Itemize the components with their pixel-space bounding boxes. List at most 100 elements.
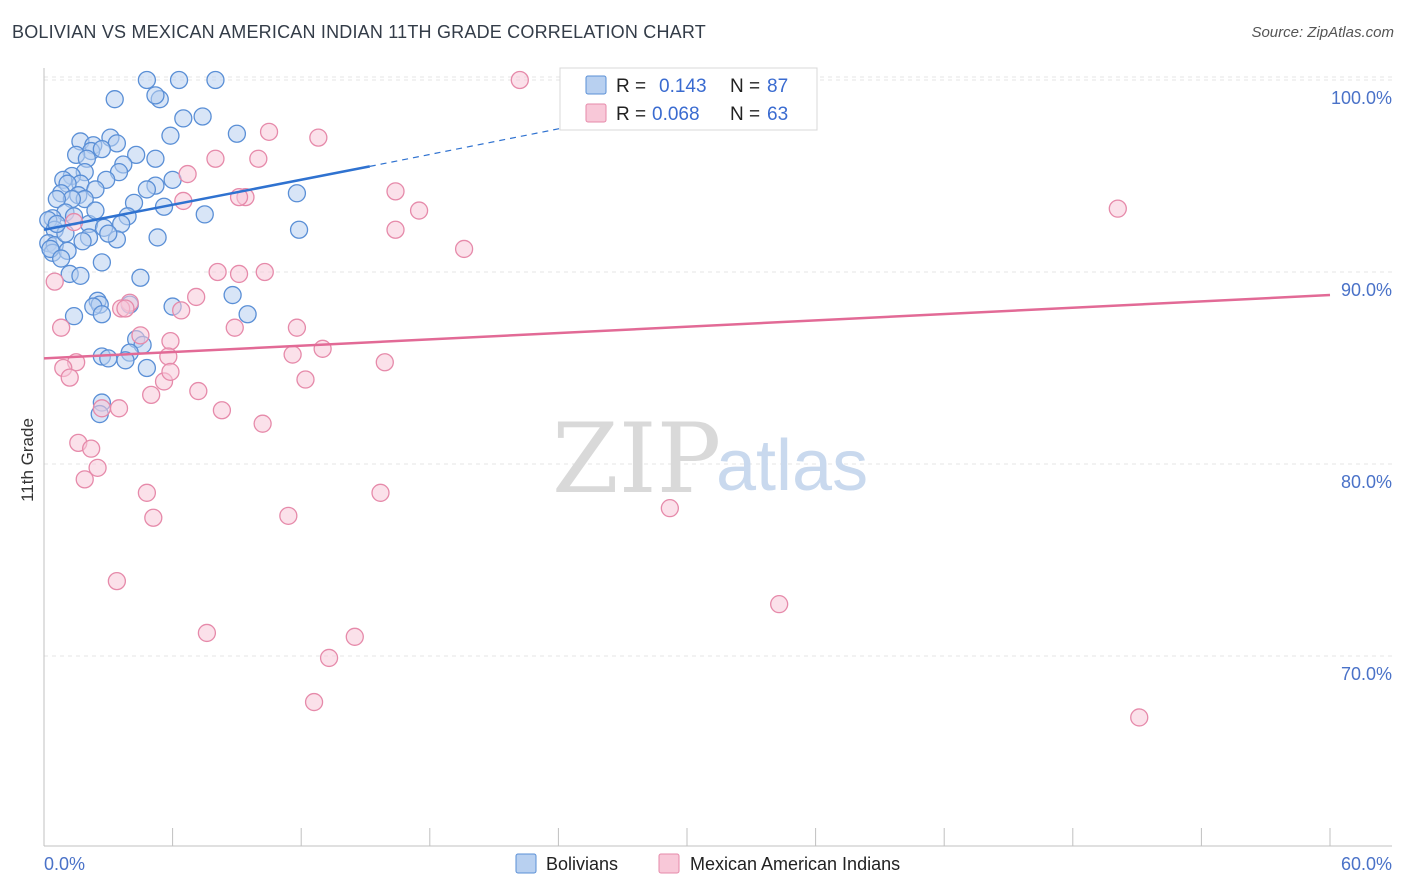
- bolivians-point: [73, 232, 92, 251]
- mexican-american-indians-point: [51, 318, 71, 337]
- bolivians-point: [99, 349, 118, 368]
- bolivians-point: [86, 201, 105, 220]
- bolivians-point: [105, 90, 124, 109]
- mexican-american-indians-point: [137, 483, 157, 502]
- mexican-american-indians-point: [161, 362, 180, 381]
- bolivians-point: [146, 86, 165, 105]
- y-tick-label: 80.0%: [1341, 472, 1392, 492]
- x-tick-labels: 0.0% 60.0%: [44, 854, 1392, 874]
- series-legend-label-bolivians: Bolivians: [546, 854, 618, 874]
- bolivians-point: [71, 266, 90, 285]
- mexican-american-indians-point: [279, 506, 298, 525]
- legend-n-label-bolivians: N =: [730, 76, 760, 97]
- mexican-american-indians-point: [259, 122, 279, 141]
- mexican-american-indians-point: [142, 385, 161, 405]
- mexican-american-indians-point: [510, 70, 529, 90]
- legend-r-value-mexican-american-indians: 0.068: [652, 104, 700, 125]
- bolivians-point: [227, 124, 247, 143]
- watermark-zip: ZIP: [552, 403, 721, 515]
- mexican-american-indians-point: [229, 264, 249, 284]
- mexican-american-indians-point: [770, 595, 789, 614]
- legend-n-label-mexican-american-indians: N =: [730, 104, 760, 125]
- mexican-american-indians-point: [208, 262, 227, 282]
- mexican-american-indians-point: [178, 164, 197, 184]
- bolivians-point: [116, 351, 135, 370]
- mexican-american-indians-points: [45, 70, 1149, 727]
- mexican-american-indians-point: [287, 318, 307, 337]
- mexican-american-indians-point: [189, 381, 208, 401]
- bolivians-point: [99, 224, 118, 243]
- mexican-american-indians-point: [386, 220, 405, 239]
- legend-swatch-mexican-american-indians: [585, 103, 607, 123]
- x-tick-label-min: 0.0%: [44, 854, 85, 874]
- mexican-american-indians-point: [116, 299, 135, 318]
- mexican-american-indians-point: [296, 370, 315, 389]
- bolivians-point: [206, 70, 225, 90]
- mexican-american-indians-point: [107, 571, 127, 591]
- legend-n-value-mexican-american-indians: 63: [767, 104, 788, 125]
- mexican-american-indians-point: [371, 483, 390, 502]
- chart-title: BOLIVIAN VS MEXICAN AMERICAN INDIAN 11TH…: [12, 22, 706, 42]
- bolivians-point: [47, 214, 67, 234]
- bolivians-point: [195, 205, 214, 224]
- mexican-american-indians-point: [409, 201, 429, 220]
- mexican-american-indians-point: [454, 239, 474, 259]
- mexican-american-indians-point: [1108, 199, 1127, 218]
- mexican-american-indians-point: [109, 399, 129, 418]
- mexican-american-indians-point: [249, 149, 268, 168]
- mexican-american-indians-point: [225, 318, 244, 337]
- bolivians-point: [146, 149, 165, 168]
- legend-r-label-mexican-american-indians: R =: [616, 104, 646, 125]
- bolivians-point: [51, 249, 71, 268]
- watermark-atlas: atlas: [716, 426, 868, 506]
- mexican-american-indians-point: [187, 287, 206, 307]
- bolivians-point: [137, 180, 157, 199]
- axes: [43, 68, 1392, 847]
- grid-lines: [44, 76, 1392, 657]
- mexican-american-indians-point: [75, 470, 94, 489]
- mexican-american-indians-point: [313, 339, 332, 358]
- legend-n-value-bolivians: 87: [767, 76, 788, 97]
- mexican-american-indians-point: [172, 301, 191, 320]
- mexican-american-indians-point: [660, 499, 680, 518]
- bolivians-point: [193, 107, 212, 126]
- bolivians-point: [287, 184, 307, 203]
- bolivians-point: [148, 228, 167, 247]
- legend-r-value-bolivians: 0.143: [659, 76, 707, 97]
- mexican-american-indians-point: [88, 458, 107, 477]
- mexican-american-indians-point: [1130, 708, 1149, 727]
- y-tick-label: 70.0%: [1341, 664, 1392, 684]
- mexican-american-indians-point: [386, 182, 405, 201]
- series-legend-swatch-mexican-american-indians: [658, 853, 680, 874]
- mexican-american-indians-point: [197, 623, 217, 643]
- correlation-legend: R = 0.143 N = 87 R = 0.068 N = 63: [559, 67, 818, 131]
- mexican-american-indians-point: [345, 627, 364, 646]
- watermark: ZIP atlas: [552, 403, 868, 515]
- bolivians-point: [47, 189, 67, 209]
- mexican-american-indians-trend-line: [43, 293, 1331, 360]
- bolivians-point: [137, 358, 157, 378]
- mexican-american-indians-point: [131, 326, 150, 345]
- mexican-american-indians-point: [161, 331, 180, 351]
- bolivians-point: [238, 305, 257, 324]
- mexican-american-indians-point: [304, 692, 324, 712]
- bolivians-point: [131, 268, 150, 287]
- bolivians-point: [127, 145, 146, 165]
- x-tick-label-max: 60.0%: [1341, 854, 1392, 874]
- mexican-american-indians-point: [82, 439, 101, 458]
- mexican-american-indians-point: [253, 414, 272, 433]
- mexican-american-indians-point: [45, 272, 64, 291]
- y-tick-labels: 70.0% 80.0% 90.0% 100.0%: [1331, 88, 1392, 684]
- mexican-american-indians-point: [309, 128, 328, 147]
- y-tick-label: 90.0%: [1341, 280, 1392, 300]
- bolivians-point: [223, 285, 242, 305]
- y-tick-label: 100.0%: [1331, 88, 1392, 108]
- legend-swatch-bolivians: [585, 75, 607, 95]
- mexican-american-indians-point: [255, 262, 274, 282]
- trend-lines: [43, 119, 1331, 360]
- bolivians-point: [289, 220, 309, 239]
- mexican-american-indians-point: [319, 648, 339, 668]
- series-legend-swatch-bolivians: [515, 853, 537, 874]
- mexican-american-indians-point: [212, 401, 232, 420]
